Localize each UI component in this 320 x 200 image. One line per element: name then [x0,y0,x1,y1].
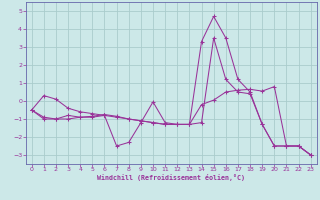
X-axis label: Windchill (Refroidissement éolien,°C): Windchill (Refroidissement éolien,°C) [97,174,245,181]
